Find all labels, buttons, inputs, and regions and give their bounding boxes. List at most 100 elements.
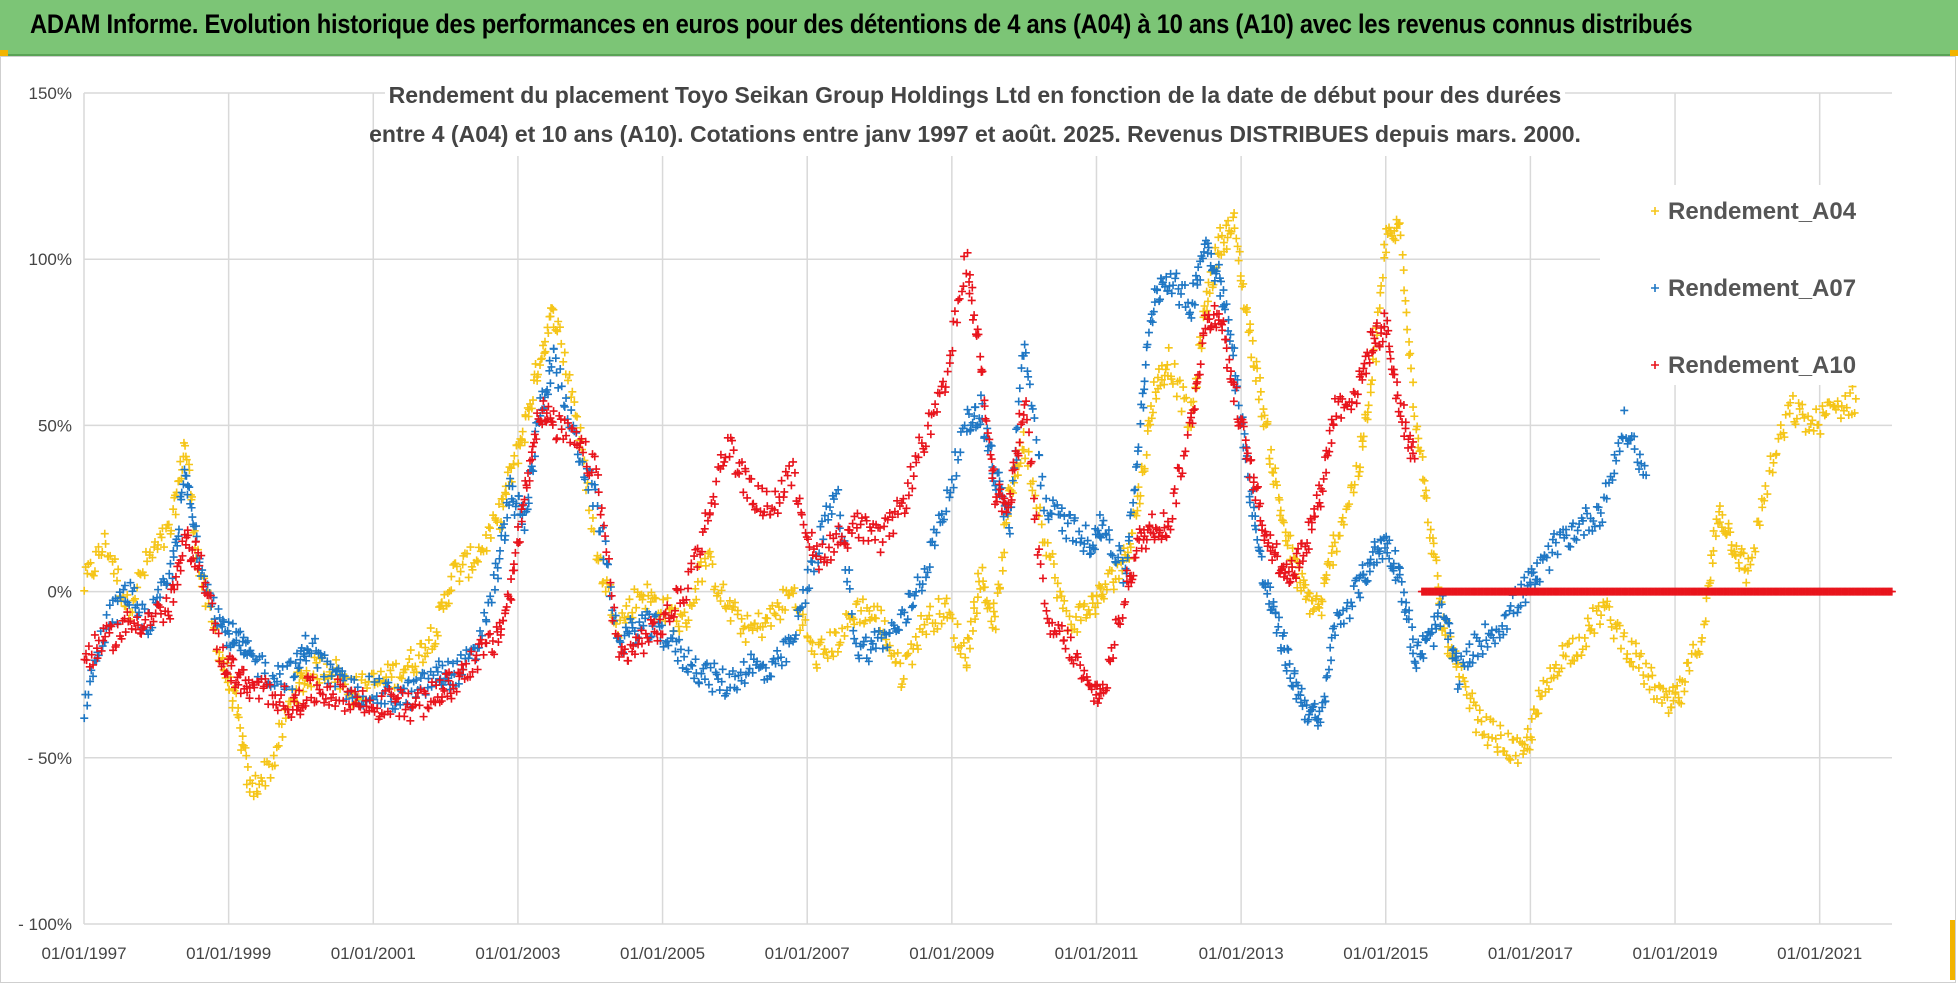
data-point xyxy=(570,398,579,407)
data-point xyxy=(1209,280,1218,289)
data-point xyxy=(1301,580,1310,589)
data-point xyxy=(423,683,432,692)
data-point xyxy=(1077,674,1086,683)
data-point xyxy=(730,598,739,607)
data-point xyxy=(1695,649,1704,658)
data-point xyxy=(1024,372,1033,381)
x-tick-label: 01/01/2015 xyxy=(1343,944,1428,963)
data-point xyxy=(1568,634,1577,643)
data-point xyxy=(365,696,374,705)
data-point xyxy=(1677,699,1686,708)
data-point xyxy=(353,683,362,692)
data-point xyxy=(1177,289,1186,298)
data-point xyxy=(498,495,507,504)
data-point xyxy=(1044,515,1053,524)
data-point xyxy=(1217,231,1226,240)
data-point xyxy=(1521,598,1530,607)
data-point xyxy=(1453,684,1462,693)
data-point xyxy=(922,573,931,582)
data-point xyxy=(1133,460,1142,469)
data-point xyxy=(1792,414,1801,423)
data-point xyxy=(514,440,523,449)
data-point xyxy=(496,546,505,555)
data-point xyxy=(1429,642,1438,651)
data-point xyxy=(1263,589,1272,598)
data-point xyxy=(308,639,317,648)
data-point xyxy=(420,669,429,678)
data-point xyxy=(278,662,287,671)
data-point xyxy=(206,591,215,600)
data-point xyxy=(942,507,951,516)
data-point xyxy=(89,672,98,681)
data-point xyxy=(1008,476,1017,485)
data-point xyxy=(1411,659,1420,668)
data-point xyxy=(1104,655,1113,664)
data-point xyxy=(1426,630,1435,639)
data-point xyxy=(1327,549,1336,558)
data-point xyxy=(571,411,580,420)
data-point xyxy=(1276,506,1285,515)
data-point xyxy=(560,402,569,411)
data-point xyxy=(1140,377,1149,386)
x-tick-label: 01/01/2005 xyxy=(620,944,705,963)
data-point xyxy=(1038,574,1047,583)
data-point xyxy=(959,282,968,291)
x-tick-label: 01/01/2021 xyxy=(1777,944,1862,963)
data-point xyxy=(1279,518,1288,527)
data-point xyxy=(1711,532,1720,541)
data-point xyxy=(1634,663,1643,672)
data-point xyxy=(1075,527,1084,536)
data-point xyxy=(1598,518,1607,527)
data-point xyxy=(275,698,284,707)
data-point xyxy=(312,697,321,706)
data-point xyxy=(112,641,121,650)
data-point xyxy=(1445,619,1454,628)
data-point xyxy=(1307,525,1316,534)
data-point xyxy=(100,529,109,538)
data-point xyxy=(942,594,951,603)
data-point xyxy=(573,412,582,421)
data-point xyxy=(80,714,89,723)
data-point xyxy=(968,315,977,324)
data-point xyxy=(943,367,952,376)
data-point xyxy=(1204,278,1213,287)
data-point xyxy=(1146,402,1155,411)
data-point xyxy=(830,547,839,556)
data-point xyxy=(1163,286,1172,295)
data-point xyxy=(819,535,828,544)
data-point xyxy=(1755,521,1764,530)
data-point xyxy=(1465,704,1474,713)
data-point xyxy=(946,488,955,497)
data-point xyxy=(1126,508,1135,517)
data-point xyxy=(99,636,108,645)
data-point xyxy=(966,617,975,626)
data-point xyxy=(107,622,116,631)
data-point xyxy=(458,560,467,569)
data-point xyxy=(1267,445,1276,454)
data-point xyxy=(1544,685,1553,694)
data-point xyxy=(923,568,932,577)
data-point xyxy=(224,618,233,627)
data-point xyxy=(312,658,321,667)
data-point xyxy=(878,644,887,653)
data-point xyxy=(972,331,981,340)
data-point xyxy=(547,362,556,371)
data-point xyxy=(1482,636,1491,645)
data-point xyxy=(1405,606,1414,615)
data-point xyxy=(392,659,401,668)
data-point xyxy=(684,646,693,655)
data-point xyxy=(680,608,689,617)
y-tick-label: - 100% xyxy=(18,915,72,934)
data-point xyxy=(495,554,504,563)
data-point xyxy=(1061,644,1070,653)
data-point xyxy=(177,495,186,504)
data-point xyxy=(761,663,770,672)
data-point xyxy=(1256,373,1265,382)
data-point xyxy=(149,617,158,626)
data-point xyxy=(551,354,560,363)
data-point xyxy=(269,751,278,760)
data-point xyxy=(1093,599,1102,608)
data-point xyxy=(1088,592,1097,601)
data-point xyxy=(185,483,194,492)
data-point xyxy=(307,682,316,691)
